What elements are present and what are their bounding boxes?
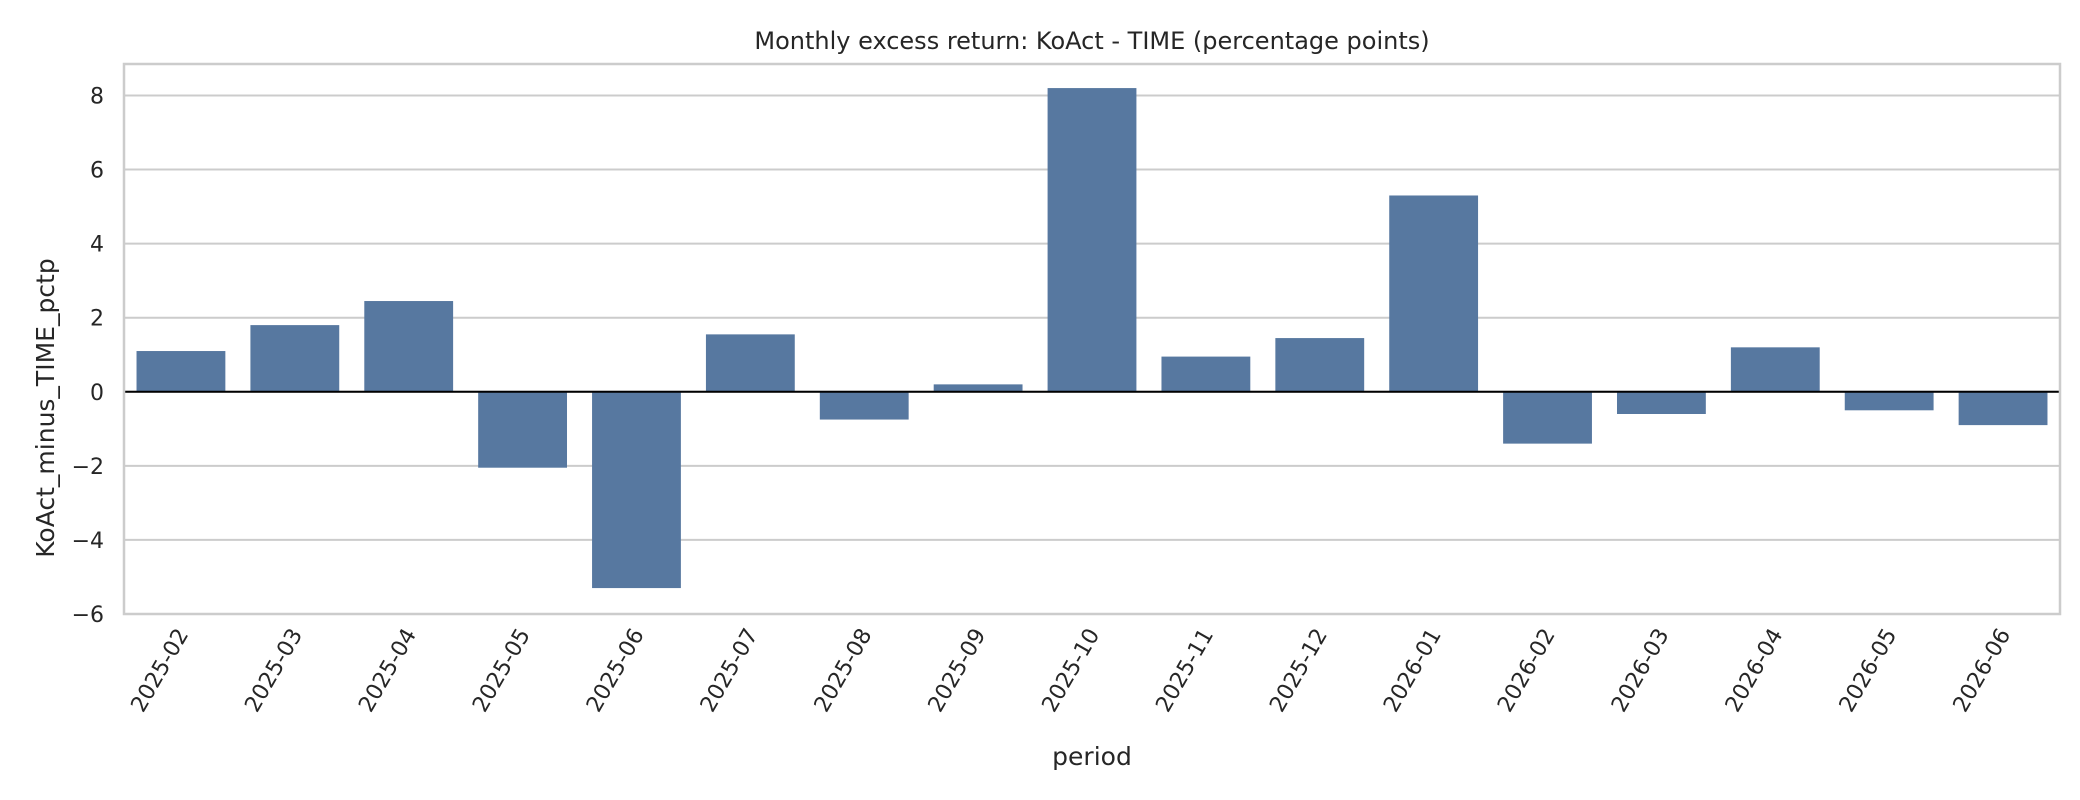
y-tick-label: −6 <box>72 603 104 628</box>
bar <box>1958 391 2048 426</box>
bar <box>933 384 1023 392</box>
y-tick-label: 0 <box>90 381 104 406</box>
chart-title: Monthly excess return: KoAct - TIME (per… <box>754 27 1429 55</box>
bar <box>364 301 454 392</box>
bar <box>1730 347 1820 392</box>
bar <box>136 351 226 392</box>
x-tick-label: 2025-11 <box>1151 625 1219 717</box>
x-tick-label: 2025-10 <box>1038 625 1106 717</box>
x-tick-label: 2025-12 <box>1265 625 1333 717</box>
bar <box>1616 391 1706 414</box>
x-tick-label: 2025-03 <box>240 625 308 717</box>
bar <box>819 391 909 420</box>
x-tick-label: 2026-01 <box>1379 625 1447 717</box>
plot-frame <box>122 62 2062 616</box>
x-tick-label: 2026-04 <box>1721 625 1789 717</box>
x-tick-label: 2025-08 <box>810 625 878 717</box>
y-tick-label: −4 <box>72 529 104 554</box>
x-tick-label: 2025-06 <box>582 625 650 717</box>
x-tick-label: 2026-06 <box>1949 625 2017 717</box>
y-tick-label: 4 <box>90 233 104 258</box>
x-tick-label: 2025-04 <box>354 625 422 717</box>
x-tick-label: 2025-07 <box>696 625 764 717</box>
bar <box>1161 356 1251 392</box>
bar <box>1844 391 1934 411</box>
bars <box>136 88 2048 589</box>
x-tick-label: 2025-02 <box>127 625 195 717</box>
y-axis-ticks: −6 −4 −2 0 2 4 6 8 <box>72 84 104 628</box>
x-axis-label: period <box>1052 742 1132 771</box>
bar <box>705 334 795 392</box>
bar <box>1503 391 1592 444</box>
x-tick-label: 2026-02 <box>1493 625 1561 717</box>
y-tick-label: 2 <box>90 307 104 332</box>
x-tick-label: 2025-09 <box>924 625 992 717</box>
y-tick-label: −2 <box>72 455 104 480</box>
bar <box>1047 88 1137 392</box>
bar <box>478 391 568 468</box>
bar <box>1389 195 1479 392</box>
x-tick-label: 2026-03 <box>1607 625 1675 717</box>
y-axis-label: KoAct_minus_TIME_pctp <box>31 258 60 557</box>
x-axis-ticks: 2025-02 2025-03 2025-04 2025-05 2025-06 2025-… <box>127 625 2017 717</box>
x-tick-label: 2026-05 <box>1835 625 1903 717</box>
bar <box>250 325 340 392</box>
x-tick-label: 2025-05 <box>468 625 536 717</box>
y-tick-label: 6 <box>90 159 104 184</box>
bar <box>1275 338 1365 392</box>
y-tick-label: 8 <box>90 84 104 109</box>
bar <box>592 391 681 589</box>
